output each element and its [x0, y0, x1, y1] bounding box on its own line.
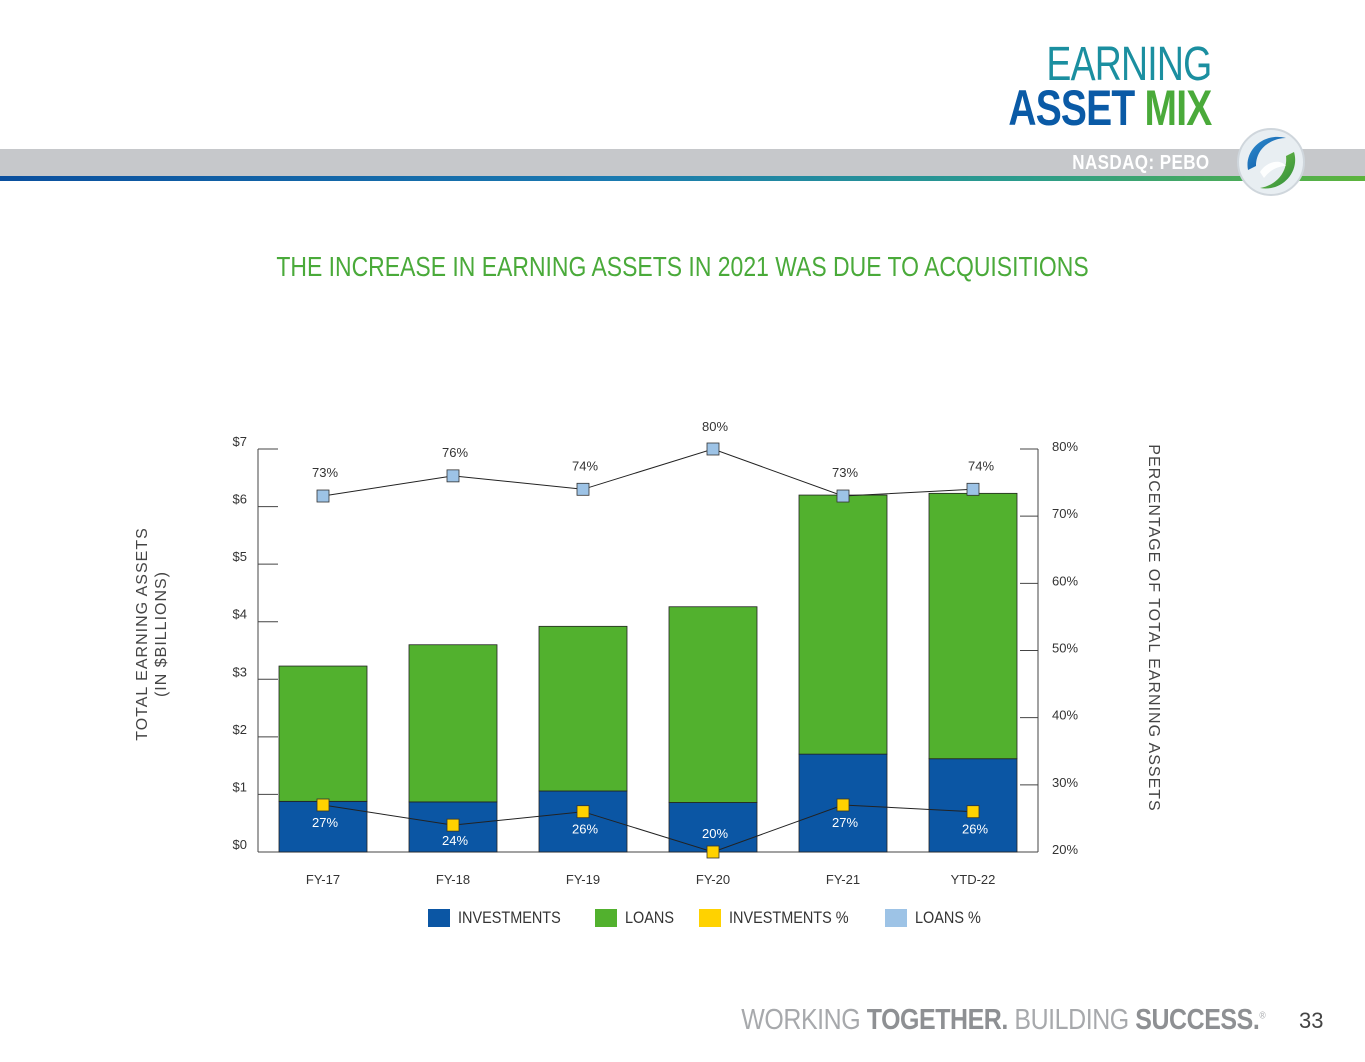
x-tick-label: FY-20	[696, 872, 730, 887]
x-tick-label: FY-17	[306, 872, 340, 887]
label-loans-pct: 73%	[832, 465, 858, 480]
y-tick-label: $4	[233, 607, 247, 622]
slide-title: EARNING ASSET MIX	[1009, 38, 1213, 134]
x-tick-label: FY-21	[826, 872, 860, 887]
title-earning: EARNING	[1046, 38, 1213, 91]
y2-tick-label: 70%	[1052, 506, 1078, 521]
title-asset-mix: ASSET MIX	[1009, 83, 1213, 133]
x-tick-label: FY-19	[566, 872, 600, 887]
bar-loans	[668, 606, 758, 803]
label-loans-pct: 73%	[312, 465, 338, 480]
line-investments-pct	[322, 804, 974, 853]
label-investments-pct: 26%	[962, 822, 988, 837]
point-loans-pct	[836, 489, 850, 503]
y-tick-label: $1	[233, 779, 247, 794]
label-investments-pct: 27%	[312, 815, 338, 830]
y2-tick-label: 60%	[1052, 573, 1078, 588]
tagline-working: WORKING	[741, 1004, 867, 1036]
x-tick-label: YTD-22	[951, 872, 996, 887]
bar-loans	[278, 665, 368, 802]
legend-swatch-investments-pct	[698, 909, 721, 927]
legend-label-investments-pct: INVESTMENTS %	[728, 908, 849, 927]
point-investments-pct	[706, 845, 720, 859]
bar-investments	[538, 790, 628, 853]
header-band	[0, 149, 1365, 177]
y2-tick-label: 80%	[1052, 439, 1078, 454]
y-tick-label: $6	[233, 492, 247, 507]
legend-item-loans-pct: LOANS %	[885, 908, 992, 928]
page-number: 33	[1299, 1008, 1324, 1033]
y2-tick-label: 30%	[1052, 775, 1078, 790]
point-loans-pct	[706, 442, 720, 456]
legend-label-investments: INVESTMENTS	[458, 908, 561, 927]
ticker-label: NASDAQ: PEBO	[1072, 152, 1210, 174]
legend-swatch-loans	[594, 909, 617, 927]
tagline-together: TOGETHER.	[866, 1004, 1008, 1036]
y2-tick-label: 40%	[1052, 708, 1078, 723]
label-investments-pct: 24%	[442, 833, 468, 848]
bar-investments	[668, 802, 758, 853]
y2-tick-label: 50%	[1052, 641, 1078, 656]
point-investments-pct	[316, 798, 330, 812]
point-investments-pct	[836, 798, 850, 812]
footer-tagline: WORKING TOGETHER. BUILDING SUCCESS.®	[741, 1004, 1265, 1037]
label-loans-pct: 80%	[702, 419, 728, 434]
y-tick-label: $5	[233, 549, 247, 564]
point-loans-pct	[576, 482, 590, 496]
legend-item-loans: LOANS	[594, 908, 683, 928]
legend-item-investments: INVESTMENTS	[428, 908, 579, 928]
label-loans-pct: 76%	[442, 445, 468, 460]
label-loans-pct: 74%	[968, 458, 994, 473]
chart-subtitle: THE INCREASE IN EARNING ASSETS IN 2021 W…	[276, 251, 1089, 282]
chart-legend: INVESTMENTS LOANS INVESTMENTS % LOANS %	[428, 908, 1009, 928]
label-loans-pct: 74%	[572, 458, 598, 473]
label-investments-pct: 26%	[572, 822, 598, 837]
legend-swatch-investments	[428, 909, 450, 927]
y-tick-label: $7	[233, 434, 247, 449]
bar-loans	[538, 625, 628, 792]
y2-tick-label: 20%	[1052, 842, 1078, 857]
point-investments-pct	[966, 805, 980, 819]
legend-swatch-loans-pct	[885, 909, 908, 927]
header-stripe	[0, 176, 1365, 181]
legend-label-loans: LOANS	[624, 908, 674, 927]
point-loans-pct	[316, 489, 330, 503]
label-investments-pct: 20%	[702, 826, 728, 841]
tagline-success: SUCCESS.	[1135, 1004, 1260, 1036]
point-loans-pct	[446, 469, 460, 483]
line-loans-pct	[322, 448, 974, 497]
point-loans-pct	[966, 482, 980, 496]
bar-loans	[798, 494, 888, 755]
tagline-building: BUILDING	[1007, 1004, 1136, 1036]
bar-loans	[408, 644, 498, 803]
company-logo-icon	[1237, 128, 1305, 196]
y-tick-label: $0	[233, 837, 247, 852]
title-mix: MIX	[1144, 80, 1213, 136]
y-tick-label: $2	[233, 722, 247, 737]
label-investments-pct: 27%	[832, 815, 858, 830]
point-investments-pct	[446, 818, 460, 832]
legend-item-investments-pct: INVESTMENTS %	[698, 908, 870, 928]
point-investments-pct	[576, 805, 590, 819]
legend-label-loans-pct: LOANS %	[915, 908, 982, 927]
registered-mark: ®	[1259, 1010, 1265, 1022]
bar-loans	[928, 492, 1018, 760]
x-tick-label: FY-18	[436, 872, 470, 887]
y-tick-label: $3	[233, 664, 247, 679]
title-asset: ASSET	[1008, 80, 1136, 136]
